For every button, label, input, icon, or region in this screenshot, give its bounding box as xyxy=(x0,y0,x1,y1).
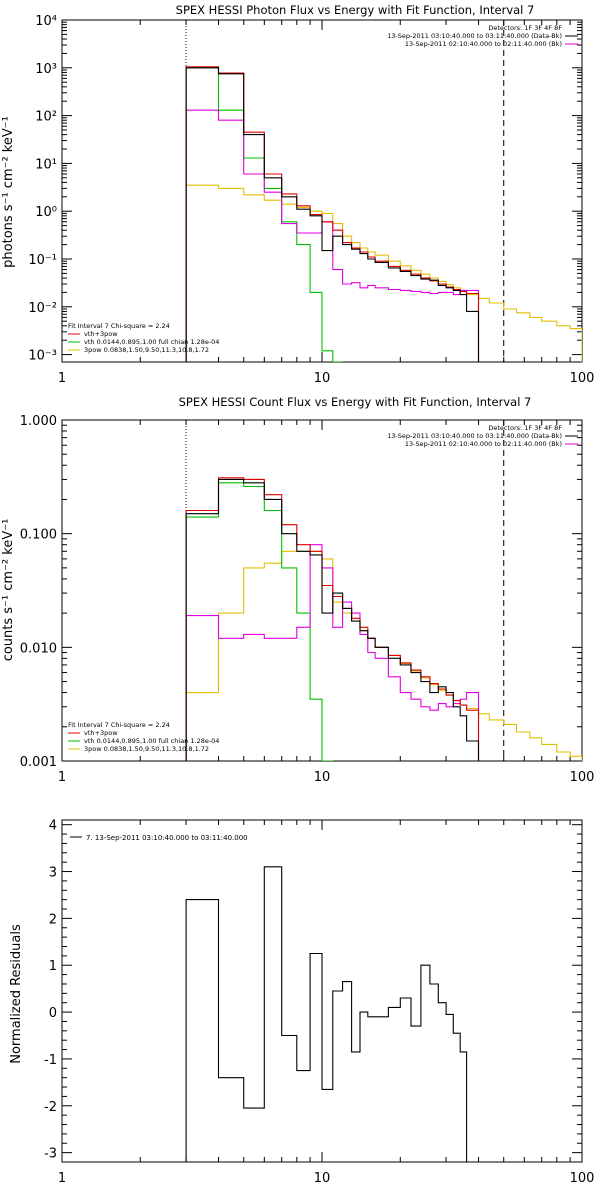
y-tick-label: 10⁻² xyxy=(28,301,57,316)
series-line-data xyxy=(185,866,479,1162)
legend-text: 7. 13-Sep-2011 03:10:40.000 to 03:11:40.… xyxy=(86,834,248,842)
y-tick-label: 10⁻¹ xyxy=(28,253,57,268)
count-flux-chart: SPEX HESSI Count Flux vs Energy with Fit… xyxy=(1,395,595,785)
legend-text: Fit Interval 7 Chi-square = 2.24 xyxy=(68,721,170,729)
y-tick-label: 0.010 xyxy=(20,641,57,656)
y-axis-label: photons s⁻¹ cm⁻² keV⁻¹ xyxy=(1,116,16,268)
y-tick-label: 1.000 xyxy=(20,414,57,429)
legend-text: 13-Sep-2011 03:10:40.000 to 03:11:40.000… xyxy=(387,432,562,440)
x-tick-label: 10 xyxy=(314,770,331,785)
series-line-vth xyxy=(185,482,333,761)
series-line-pow xyxy=(185,184,582,362)
x-tick-label: 1 xyxy=(58,1171,66,1186)
x-tick-label: 100 xyxy=(570,371,595,386)
chart-title: SPEX HESSI Photon Flux vs Energy with Fi… xyxy=(176,3,535,17)
y-tick-label: -2 xyxy=(44,1100,57,1115)
x-tick-label: 10 xyxy=(314,371,331,386)
series-line-pow xyxy=(185,550,582,761)
x-tick-label: 1 xyxy=(58,371,66,386)
y-tick-label: 10⁰ xyxy=(35,205,57,220)
legend-text: vth 0.0144,0.895,1.00 full chian 1.28e-0… xyxy=(84,338,219,346)
chart-title: SPEX HESSI Count Flux vs Energy with Fit… xyxy=(179,395,532,409)
legend-text: 13-Sep-2011 03:10:40.000 to 03:11:40.000… xyxy=(387,32,562,40)
x-tick-label: 10 xyxy=(314,1171,331,1186)
y-tick-label: 4 xyxy=(49,819,57,834)
legend-text: 3pow 0.0838,1.50,9.50,11.3,10.8,1.72 xyxy=(84,346,209,354)
x-tick-label: 100 xyxy=(570,770,595,785)
y-tick-label: 1 xyxy=(49,959,57,974)
series-line-bk xyxy=(185,544,480,761)
legend-text: 13-Sep-2011 02:10:40.000 to 02:11:40.000… xyxy=(405,440,562,448)
y-tick-label: 10⁴ xyxy=(35,14,57,29)
legend-text: Fit Interval 7 Chi-square = 2.24 xyxy=(68,322,170,330)
series-line-data xyxy=(185,478,480,761)
y-tick-label: 10² xyxy=(35,110,57,125)
legend-text: Detectors: 1F 3F 4F 8F xyxy=(488,424,562,432)
y-axis-label: counts s⁻¹ cm⁻² keV⁻¹ xyxy=(1,519,16,662)
legend-text: vth 0.0144,0.895,1.00 full chian 1.28e-0… xyxy=(84,737,219,745)
series-line-data xyxy=(185,67,480,362)
y-tick-label: -3 xyxy=(44,1147,57,1162)
legend-text: 3pow 0.0838,1.50,9.50,11.3,10.8,1.72 xyxy=(84,745,209,753)
x-tick-label: 1 xyxy=(58,770,66,785)
x-tick-label: 100 xyxy=(570,1171,595,1186)
legend-text: vth+3pow xyxy=(84,729,118,737)
y-tick-label: 0 xyxy=(49,1006,57,1021)
legend-text: Detectors: 1F 3F 4F 8F xyxy=(488,24,562,32)
series-group xyxy=(185,866,479,1162)
residuals-chart: Normalized Residuals 1 10 100 -3 -2 -1 0 1 2 3 4 7.… xyxy=(9,819,595,1186)
series-group xyxy=(185,66,582,362)
series-group xyxy=(185,477,582,761)
y-tick-label: 0.001 xyxy=(20,755,57,770)
series-line-bk xyxy=(185,109,480,362)
y-tick-label: 10⁻³ xyxy=(28,349,57,364)
y-tick-label: 10¹ xyxy=(35,157,57,172)
legend-text: 13-Sep-2011 02:10:40.000 to 02:11:40.000… xyxy=(405,40,562,48)
legend-text: vth+3pow xyxy=(84,330,118,338)
y-tick-label: 2 xyxy=(49,912,57,927)
y-axis-label: Normalized Residuals xyxy=(9,924,24,1064)
y-tick-label: -1 xyxy=(44,1053,57,1068)
y-tick-label: 0.100 xyxy=(20,528,57,543)
y-tick-label: 3 xyxy=(49,866,57,881)
photon-flux-chart: SPEX HESSI Photon Flux vs Energy with Fi… xyxy=(1,3,595,386)
y-tick-label: 10³ xyxy=(35,62,57,77)
